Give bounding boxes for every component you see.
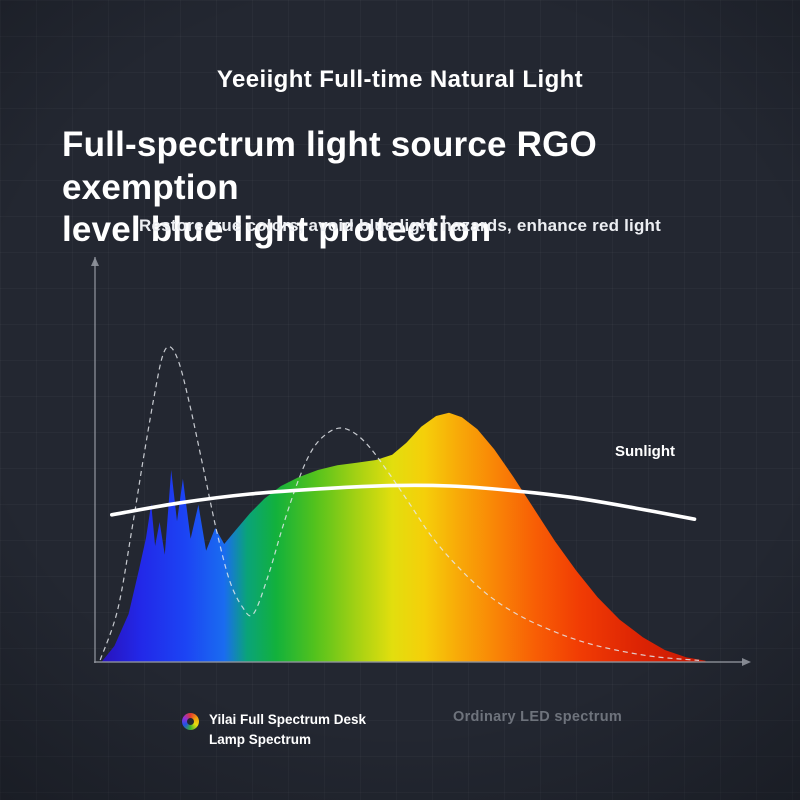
main-heading: Full-spectrum light source RGO exemption… bbox=[62, 124, 762, 252]
color-wheel-icon bbox=[182, 713, 199, 730]
legend-item-lamp: Yilai Full Spectrum Desk Lamp Spectrum bbox=[182, 710, 366, 751]
legend-lamp-label: Yilai Full Spectrum Desk Lamp Spectrum bbox=[209, 710, 366, 751]
x-axis-arrow bbox=[742, 658, 751, 666]
legend-item-led: Ordinary LED spectrum bbox=[453, 709, 623, 725]
y-axis-arrow bbox=[91, 257, 99, 266]
sunlight-curve bbox=[110, 483, 697, 521]
brand-title: Yeeiight Full-time Natural Light bbox=[216, 66, 584, 93]
legend-lamp-label-line1: Yilai Full Spectrum Desk bbox=[209, 712, 367, 727]
lamp-spectrum-area bbox=[101, 412, 706, 662]
legend-lamp-label-line2: Lamp Spectrum bbox=[209, 732, 312, 748]
main-heading-line1: Full-spectrum light source RGO exemption bbox=[62, 125, 597, 207]
main-heading-line2: level blue light protection bbox=[62, 210, 492, 250]
sunlight-annotation: Sunlight bbox=[615, 443, 675, 460]
subtitle: Restore true colors, avoid blue light ha… bbox=[139, 216, 661, 235]
led-spectrum-curve bbox=[99, 346, 700, 661]
